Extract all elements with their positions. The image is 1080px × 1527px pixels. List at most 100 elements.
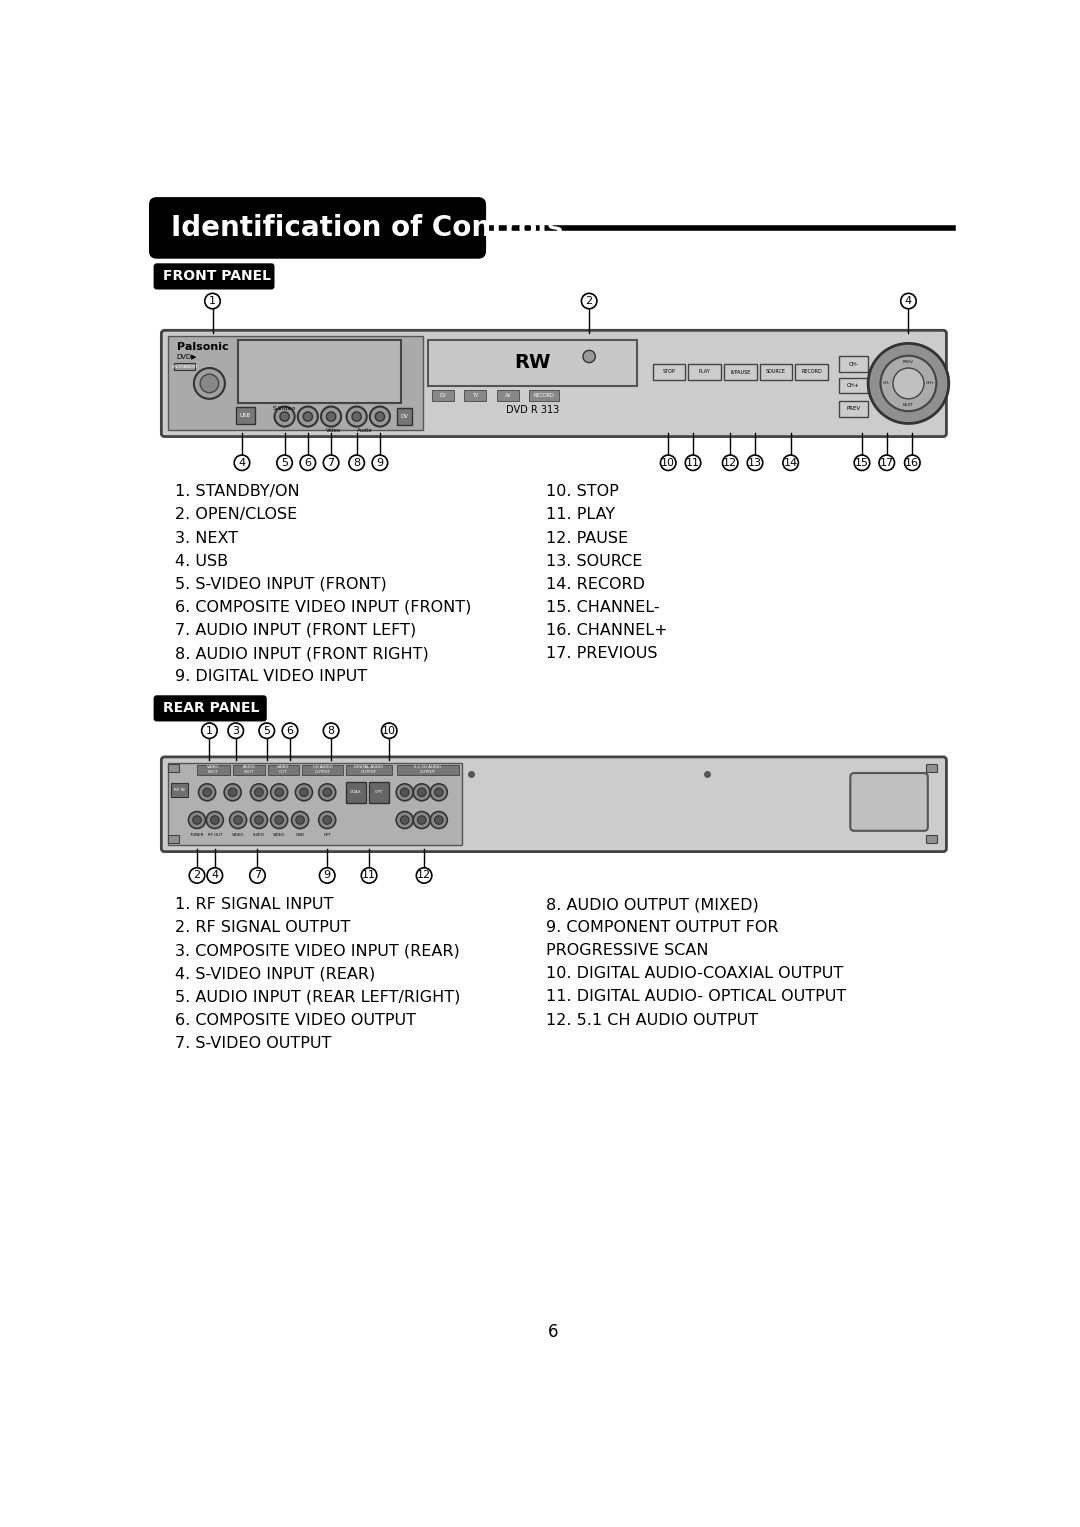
Text: AV: AV [504,394,511,399]
Text: 12: 12 [417,870,431,881]
Circle shape [202,722,217,739]
Circle shape [583,350,595,362]
Text: 2: 2 [193,870,201,881]
Circle shape [199,783,216,800]
Circle shape [251,783,268,800]
Text: 6. COMPOSITE VIDEO INPUT (FRONT): 6. COMPOSITE VIDEO INPUT (FRONT) [175,600,472,615]
Text: 10: 10 [382,725,396,736]
Text: 10. DIGITAL AUDIO-COAXIAL OUTPUT: 10. DIGITAL AUDIO-COAXIAL OUTPUT [545,967,843,982]
Text: 5: 5 [281,458,288,467]
Text: RW: RW [514,353,551,373]
Text: PROGRESSIVE SCAN: PROGRESSIVE SCAN [545,944,708,959]
Text: COAX: COAX [350,791,362,794]
Circle shape [251,811,268,829]
Text: GND: GND [296,832,305,837]
Text: DVD R 313: DVD R 313 [505,405,559,415]
Text: 6: 6 [305,458,311,467]
Bar [167,764,462,846]
Bar [232,765,266,774]
Text: 17. PREVIOUS: 17. PREVIOUS [545,646,658,661]
Text: 1: 1 [210,296,216,305]
Circle shape [901,293,916,308]
Text: OPT: OPT [375,791,383,794]
Circle shape [685,455,701,470]
Text: 9: 9 [324,870,330,881]
Bar [168,835,179,843]
Circle shape [206,811,224,829]
Text: 12. 5.1 CH AUDIO OUTPUT: 12. 5.1 CH AUDIO OUTPUT [545,1012,758,1028]
Circle shape [249,867,266,883]
Text: Video: Video [326,428,341,434]
Circle shape [905,455,920,470]
Text: 10: 10 [661,458,675,467]
Circle shape [276,455,293,470]
Text: 11. PLAY: 11. PLAY [545,507,615,522]
Circle shape [300,455,315,470]
Circle shape [192,815,201,825]
Text: 16. CHANNEL+: 16. CHANNEL+ [545,623,667,638]
Text: 6: 6 [286,725,294,736]
Bar [397,408,413,425]
Text: II/PAUSE: II/PAUSE [730,370,751,374]
Text: 3. NEXT: 3. NEXT [175,530,239,545]
Circle shape [893,368,924,399]
Circle shape [280,412,289,421]
Text: 1. RF SIGNAL INPUT: 1. RF SIGNAL INPUT [175,896,334,912]
Text: S-VEO: S-VEO [253,832,265,837]
Bar [235,408,255,425]
Circle shape [783,455,798,470]
Bar [759,365,793,380]
Text: RECORD: RECORD [801,370,822,374]
Text: 11: 11 [686,458,700,467]
Bar [927,835,937,843]
Text: PLAY: PLAY [699,370,711,374]
Circle shape [282,722,298,739]
Text: 13: 13 [748,458,762,467]
Text: REAR PANEL: REAR PANEL [163,701,259,715]
Circle shape [234,455,249,470]
Circle shape [205,293,220,308]
Circle shape [211,815,219,825]
Circle shape [879,455,894,470]
Circle shape [323,455,339,470]
Text: DV: DV [440,394,446,399]
Circle shape [228,788,237,797]
Text: 12. PAUSE: 12. PAUSE [545,530,627,545]
Bar [397,765,459,774]
Circle shape [298,406,318,426]
Circle shape [352,412,362,421]
Circle shape [373,455,388,470]
Text: 2: 2 [585,296,593,305]
Circle shape [434,788,443,797]
Text: 8: 8 [327,725,335,736]
FancyBboxPatch shape [161,757,946,852]
Bar [839,402,868,417]
Text: RF IN: RF IN [174,788,185,793]
Bar [369,782,389,803]
Circle shape [225,783,241,800]
Bar [839,356,868,373]
Circle shape [381,722,397,739]
Circle shape [581,293,597,308]
Bar [688,365,721,380]
Text: 2. OPEN/CLOSE: 2. OPEN/CLOSE [175,507,298,522]
Text: 5. AUDIO INPUT (REAR LEFT/RIGHT): 5. AUDIO INPUT (REAR LEFT/RIGHT) [175,989,461,1005]
Circle shape [189,811,205,829]
Circle shape [396,811,414,829]
Circle shape [320,867,335,883]
Circle shape [228,722,243,739]
Text: 1. STANDBY/ON: 1. STANDBY/ON [175,484,300,499]
Circle shape [275,788,283,797]
Bar [428,339,637,386]
Circle shape [414,783,430,800]
Text: CH+: CH+ [847,383,860,388]
Bar [839,379,868,394]
Text: 7: 7 [327,458,335,467]
Circle shape [369,406,390,426]
Circle shape [299,788,308,797]
Text: VIDEO: VIDEO [232,832,244,837]
Text: TV: TV [472,394,478,399]
Text: DVD▶: DVD▶ [177,353,198,359]
Circle shape [303,412,312,421]
Circle shape [259,722,274,739]
